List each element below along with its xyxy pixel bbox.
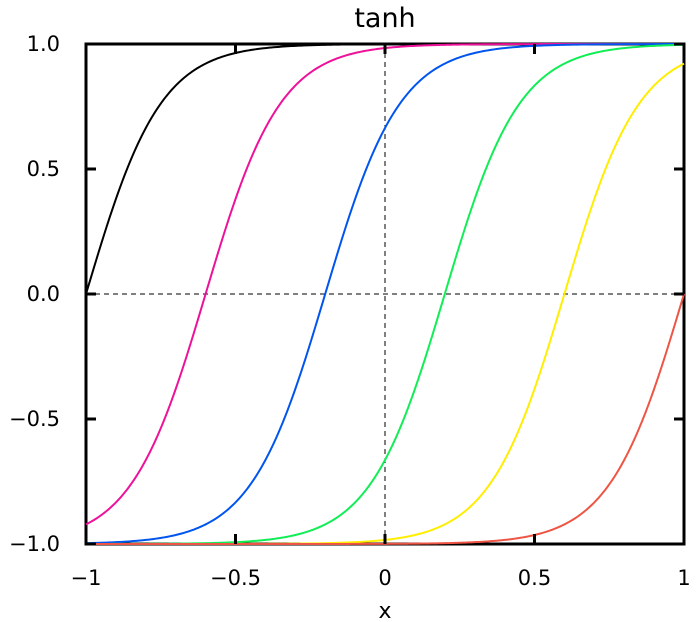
x-tick-label-0: −1 — [71, 566, 102, 590]
x-tick-label-2: 0 — [378, 566, 391, 590]
y-tick-label-3: −0.5 — [9, 407, 60, 431]
chart-title: tanh — [354, 3, 415, 34]
y-tick-label-0: 1.0 — [27, 32, 60, 56]
x-tick-label-1: −0.5 — [210, 566, 261, 590]
y-tick-label-2: 0.0 — [27, 282, 60, 306]
x-axis-ticks: −1 −0.5 0 0.5 1 — [71, 44, 691, 590]
y-tick-label-4: −1.0 — [9, 532, 60, 556]
reference-lines — [86, 44, 684, 544]
y-axis-ticks: 1.0 0.5 0.0 −0.5 −1.0 — [9, 32, 684, 556]
x-axis-label: x — [378, 599, 391, 622]
x-tick-label-3: 0.5 — [518, 566, 551, 590]
y-tick-label-1: 0.5 — [27, 157, 60, 181]
series-line-3 — [85, 43, 685, 545]
x-tick-label-4: 1 — [677, 566, 690, 590]
